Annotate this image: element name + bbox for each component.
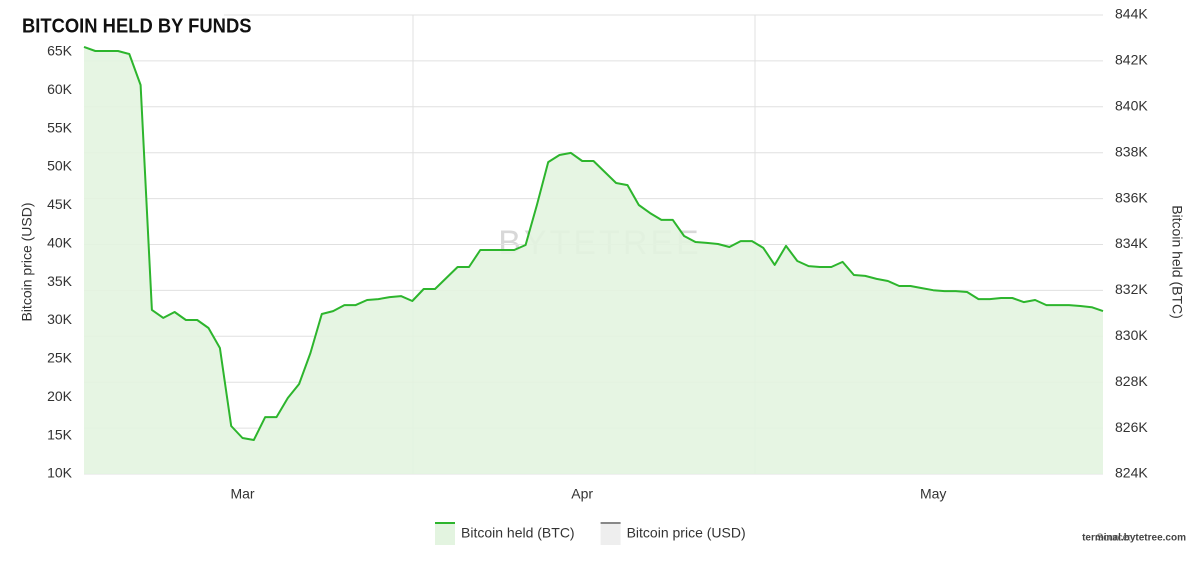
y-tick-label: 50K — [47, 158, 73, 174]
y2-tick-label: 828K — [1115, 373, 1148, 389]
y2-tick-label: 832K — [1115, 281, 1148, 297]
plot-area: 10K 15K 20K 25K 30K 35K 40K 45K 50K 55K 60K 65K 824K… — [47, 6, 1148, 502]
source: terminal.bytetree.com — [1082, 533, 1186, 544]
y-tick-label: 10K — [47, 465, 73, 481]
legend-item[interactable]: Bitcoin held (BTC) — [435, 522, 575, 545]
y2-axis-label: Bitcoin held (BTC) — [1169, 205, 1185, 319]
y2-tick-label: 826K — [1115, 419, 1148, 435]
y-tick-label: 20K — [47, 388, 73, 404]
y2-tick-label: 830K — [1115, 327, 1148, 343]
y2-tick-label: 838K — [1115, 143, 1148, 159]
legend-label: Bitcoin price (USD) — [627, 525, 746, 541]
y-tick-label: 45K — [47, 196, 73, 212]
y-tick-label: 35K — [47, 273, 73, 289]
y-tick-label: 25K — [47, 350, 73, 366]
y2-tick-label: 840K — [1115, 98, 1148, 114]
y-axis-label: Bitcoin price (USD) — [19, 202, 35, 321]
x-tick-label: May — [920, 486, 946, 502]
y2-tick-label: 824K — [1115, 465, 1148, 481]
y2-tick-label: 844K — [1115, 6, 1148, 22]
area — [84, 46, 1103, 475]
y2-tick-label: 836K — [1115, 189, 1148, 205]
y2-tick-label: 834K — [1115, 235, 1148, 251]
y-tick-label: 15K — [47, 426, 73, 442]
y-tick-label: 65K — [47, 43, 73, 59]
x-tick-label: Mar — [230, 486, 254, 502]
y-tick-label: 60K — [47, 81, 73, 97]
legend-label: Bitcoin held (BTC) — [461, 525, 575, 541]
y-tick-label: 30K — [47, 311, 73, 327]
y2-tick-label: 842K — [1115, 52, 1148, 68]
y-tick-label: 55K — [47, 119, 73, 135]
x-tick-label: Apr — [571, 486, 593, 502]
legend-item[interactable]: Bitcoin price (USD) — [600, 522, 746, 545]
legend: Bitcoin held (BTC) Bitcoin price (USD) — [435, 522, 746, 545]
legend-swatch — [435, 523, 455, 545]
line — [83, 45, 1104, 441]
chart-title: BITCOIN HELD BY FUNDS — [22, 16, 252, 38]
legend-swatch — [600, 523, 621, 545]
source-label: Source: — [1097, 533, 1131, 544]
title-box — [14, 10, 224, 46]
y-tick-label: 40K — [47, 234, 73, 250]
